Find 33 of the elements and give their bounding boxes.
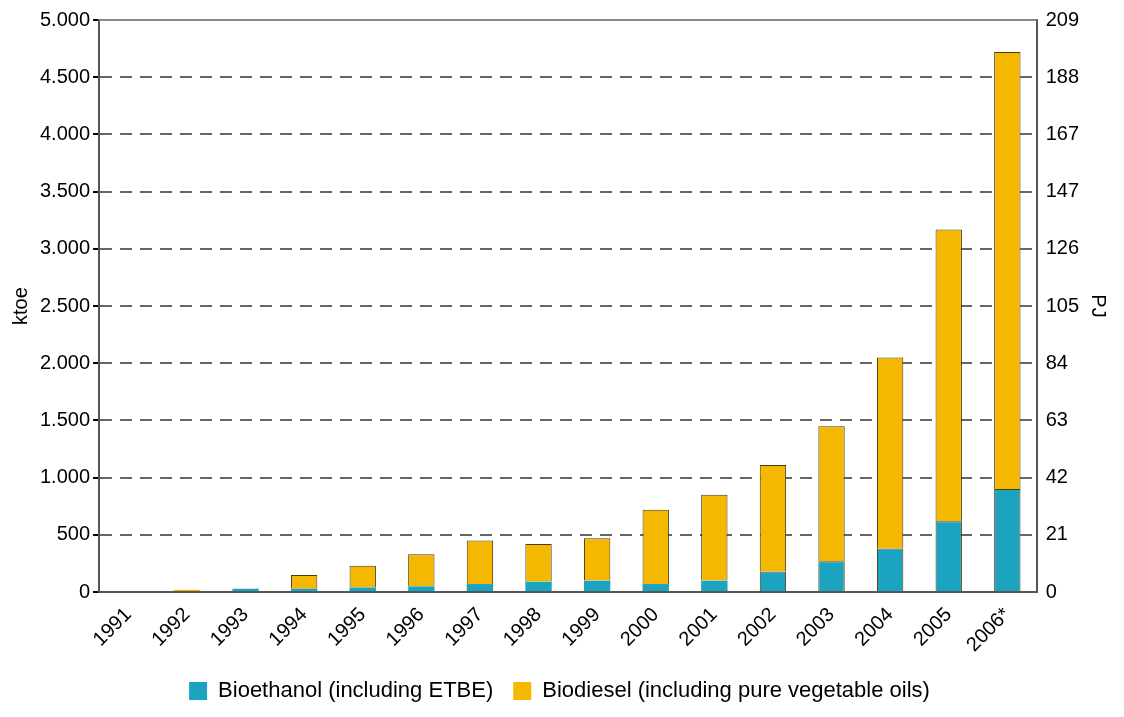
y-tick-label: 3.000: [39, 236, 91, 259]
legend-label: Bioethanol (including ETBE): [218, 677, 494, 703]
y2-tick-label: 209: [1045, 7, 1080, 30]
bar: [701, 580, 728, 592]
y2-tick-label: 147: [1045, 179, 1080, 202]
y-tick-label: 500: [56, 522, 91, 545]
bar: [408, 586, 435, 592]
y2-tick-label: 188: [1045, 64, 1080, 87]
y2-tick-label: 84: [1045, 350, 1068, 373]
y-tick-label: 4.500: [39, 64, 91, 87]
y2-tick-label: 21: [1045, 522, 1068, 545]
legend-label: Biodiesel (including pure vegetable oils): [542, 677, 930, 703]
y2-tick-label: 42: [1045, 465, 1068, 488]
y-tick-label: 3.500: [39, 179, 91, 202]
bar: [642, 584, 669, 592]
y-tick-label: 1.000: [39, 465, 91, 488]
y2-axis-title: PJ: [1088, 294, 1111, 318]
y2-tick-label: 63: [1045, 407, 1068, 430]
bar: [583, 580, 611, 592]
y2-tick-label: 0: [1045, 579, 1057, 602]
y2-tick-label: 126: [1045, 236, 1080, 259]
y-tick-label: 2.500: [39, 293, 91, 316]
y2-tick-label: 105: [1045, 293, 1080, 316]
y2-tick-label: 167: [1045, 121, 1080, 144]
y-tick-label: 5.000: [39, 7, 91, 30]
y-axis-title: ktoe: [8, 287, 31, 325]
y-tick-label: 1.500: [39, 407, 91, 430]
y-tick-label: 4.000: [39, 121, 91, 144]
bar: [466, 584, 494, 592]
bar: [525, 581, 552, 592]
y-tick-label: 2.000: [39, 350, 91, 373]
bar: [349, 587, 376, 592]
y-tick-label: 0: [78, 579, 91, 602]
